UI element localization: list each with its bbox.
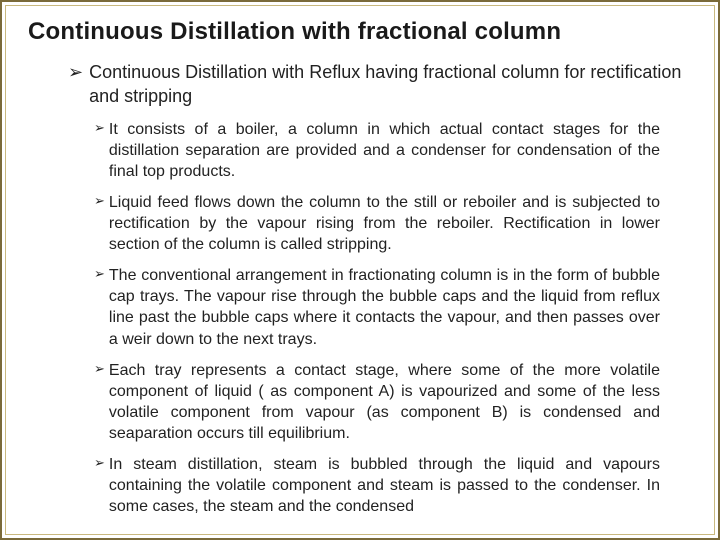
arrow-icon: ➢ xyxy=(94,360,105,444)
main-bullet-text: Continuous Distillation with Reflux havi… xyxy=(89,60,692,109)
slide-content: Continuous Distillation with fractional … xyxy=(0,0,720,517)
sub-bullet: ➢ In steam distillation, steam is bubble… xyxy=(94,454,660,517)
arrow-icon: ➢ xyxy=(94,265,105,349)
sub-bullet-text: In steam distillation, steam is bubbled … xyxy=(109,454,660,517)
arrow-icon: ➢ xyxy=(68,60,83,109)
sub-bullet-text: It consists of a boiler, a column in whi… xyxy=(109,119,660,182)
slide-title: Continuous Distillation with fractional … xyxy=(28,18,692,46)
sub-bullet: ➢ It consists of a boiler, a column in w… xyxy=(94,119,660,182)
sub-bullet-text: Liquid feed flows down the column to the… xyxy=(109,192,660,255)
sub-bullet: ➢ The conventional arrangement in fracti… xyxy=(94,265,660,349)
arrow-icon: ➢ xyxy=(94,454,105,517)
sub-bullet: ➢ Liquid feed flows down the column to t… xyxy=(94,192,660,255)
arrow-icon: ➢ xyxy=(94,192,105,255)
main-bullet: ➢ Continuous Distillation with Reflux ha… xyxy=(68,60,692,109)
sub-bullet-text: Each tray represents a contact stage, wh… xyxy=(109,360,660,444)
arrow-icon: ➢ xyxy=(94,119,105,182)
sub-bullet-text: The conventional arrangement in fraction… xyxy=(109,265,660,349)
sub-bullet: ➢ Each tray represents a contact stage, … xyxy=(94,360,660,444)
